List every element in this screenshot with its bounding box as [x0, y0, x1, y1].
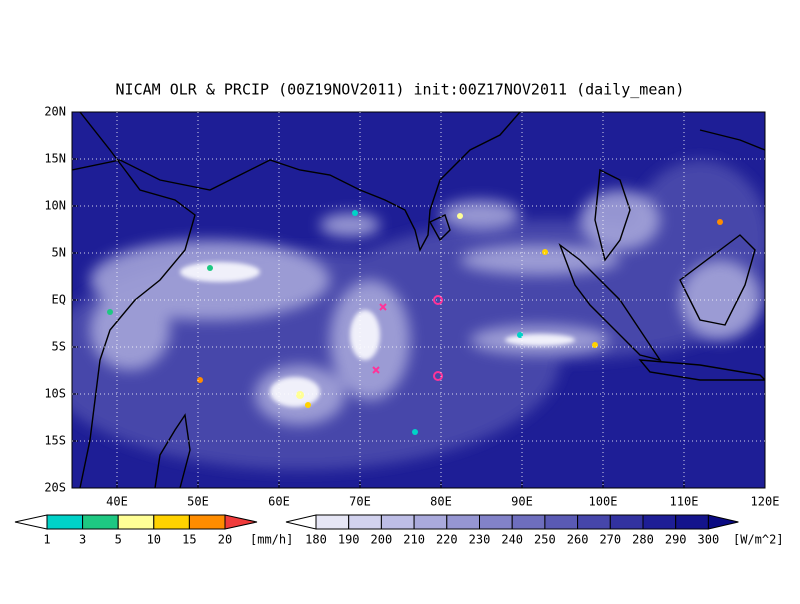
title: NICAM OLR & PRCIP (00Z19NOV2011) init:00…	[116, 81, 685, 99]
lat-label: 15N	[44, 152, 66, 166]
lon-label: 80E	[430, 495, 452, 509]
colorbar-label: 220	[436, 533, 458, 547]
colorbar-box	[46, 514, 84, 530]
map	[72, 112, 765, 488]
colorbar-label: 280	[632, 533, 654, 547]
colorbar-box	[609, 514, 644, 530]
colorbar-label: 1	[43, 533, 50, 547]
lon-label: 110E	[670, 495, 699, 509]
colorbar-box	[675, 514, 709, 530]
lat-label: 10N	[44, 199, 66, 213]
colorbar-box	[315, 514, 350, 530]
colorbar-label: 15	[182, 533, 196, 547]
colorbar-box	[577, 514, 611, 530]
lat-label: EQ	[52, 293, 66, 307]
colorbar-label: 230	[469, 533, 491, 547]
colorbar-label: 190	[338, 533, 360, 547]
lat-label: 20S	[44, 481, 66, 495]
colorbar-label: 180	[305, 533, 327, 547]
lat-label: 5N	[52, 246, 66, 260]
lon-label: 90E	[511, 495, 533, 509]
colorbar-label: 10	[147, 533, 161, 547]
colorbar-label: 300	[698, 533, 720, 547]
colorbar-label: 200	[371, 533, 393, 547]
colorbar-unit: [mm/h]	[250, 533, 293, 547]
lon-label: 100E	[589, 495, 618, 509]
lon-label: 40E	[106, 495, 128, 509]
colorbar-box	[446, 514, 480, 530]
coastlines	[72, 112, 765, 488]
colorbar-label: 260	[567, 533, 589, 547]
colorbar-box	[82, 514, 119, 530]
colorbar-label: 20	[218, 533, 232, 547]
lat-label: 10S	[44, 387, 66, 401]
colorbar-arrow	[14, 514, 48, 530]
lon-label: 70E	[349, 495, 371, 509]
colorbar-label: 250	[534, 533, 556, 547]
colorbar-box	[117, 514, 155, 530]
lat-label: 20N	[44, 105, 66, 119]
colorbar-box	[413, 514, 448, 530]
colorbar-label: 210	[403, 533, 425, 547]
markers	[372, 295, 443, 381]
colorbar-box	[511, 514, 546, 530]
colorbar-label: 270	[599, 533, 621, 547]
lon-label: 120E	[751, 495, 780, 509]
colorbar-box	[348, 514, 382, 530]
lat-label: 5S	[52, 340, 66, 354]
colorbar-label: 290	[665, 533, 687, 547]
colorbar-box	[188, 514, 226, 530]
lon-label: 60E	[268, 495, 290, 509]
colorbar-arrow	[707, 514, 739, 530]
colorbar-label: 240	[501, 533, 523, 547]
colorbar-box	[642, 514, 677, 530]
colorbar-arrow	[285, 514, 317, 530]
colorbar-label: 3	[79, 533, 86, 547]
colorbar-label: 5	[115, 533, 122, 547]
colorbar-box	[153, 514, 190, 530]
colorbar-box	[479, 514, 513, 530]
colorbar-box	[380, 514, 415, 530]
colorbar-arrow	[224, 514, 258, 530]
lon-label: 50E	[187, 495, 209, 509]
colorbar-box	[544, 514, 579, 530]
lat-label: 15S	[44, 434, 66, 448]
colorbar-unit: [W/m^2]	[733, 533, 784, 547]
